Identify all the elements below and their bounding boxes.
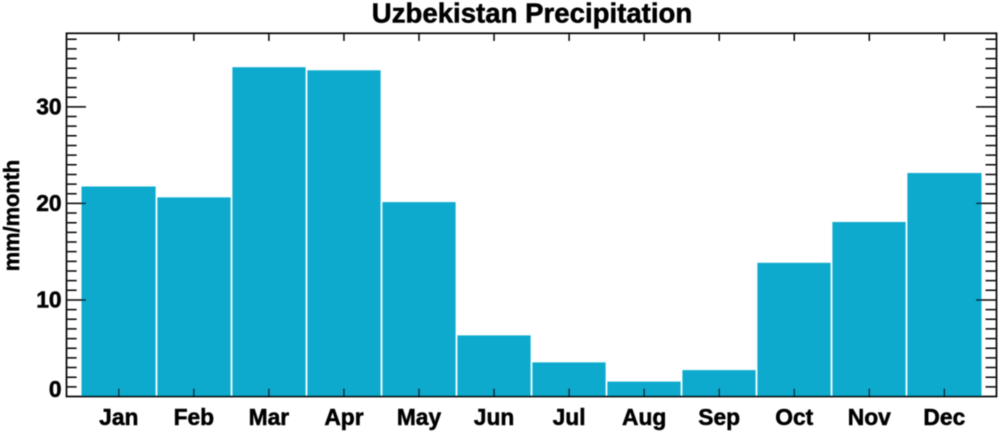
svg-text:Jan: Jan (99, 404, 138, 430)
svg-text:Sep: Sep (698, 404, 740, 430)
svg-text:0: 0 (49, 376, 62, 402)
svg-text:Aug: Aug (622, 404, 666, 430)
svg-text:Apr: Apr (324, 404, 363, 430)
svg-text:Dec: Dec (923, 404, 965, 430)
svg-text:Nov: Nov (848, 404, 891, 430)
svg-text:Mar: Mar (249, 404, 290, 430)
svg-text:May: May (397, 404, 442, 430)
svg-text:Oct: Oct (775, 404, 813, 430)
svg-text:Jul: Jul (553, 404, 586, 430)
svg-text:Feb: Feb (174, 404, 215, 430)
svg-text:10: 10 (36, 287, 61, 313)
svg-text:mm/month: mm/month (0, 160, 24, 271)
svg-text:Uzbekistan Precipitation: Uzbekistan Precipitation (372, 0, 692, 29)
svg-text:30: 30 (36, 94, 61, 120)
svg-text:Jun: Jun (474, 404, 515, 430)
svg-text:20: 20 (36, 190, 61, 216)
